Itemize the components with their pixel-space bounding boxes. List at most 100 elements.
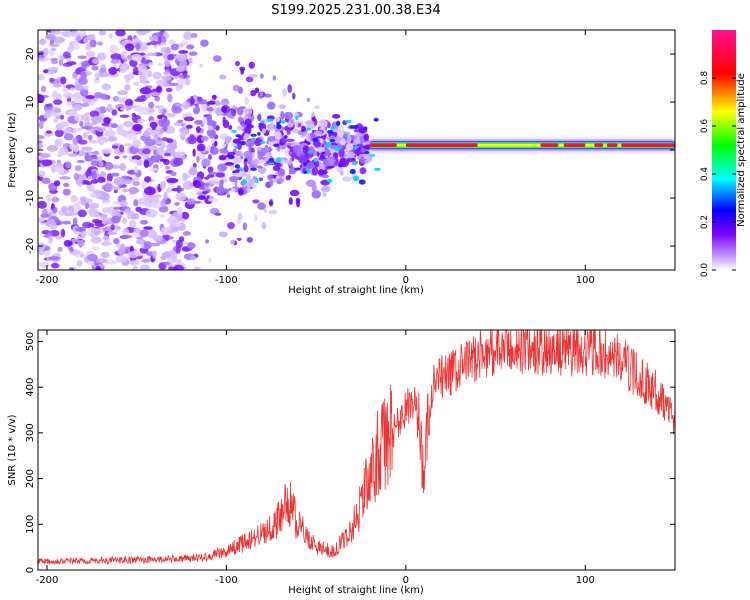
spectrogram-blob: [274, 131, 282, 140]
spectrogram-blob: [189, 166, 198, 176]
spectrogram-blob: [91, 170, 97, 180]
spectrogram-blob: [286, 130, 291, 135]
spectrogram-blob: [146, 52, 158, 57]
spectrogram-blob: [208, 171, 217, 176]
spectrogram-blob: [39, 38, 47, 46]
spectrogram-blob: [311, 111, 315, 118]
spectrogram-blob: [373, 167, 381, 171]
spectrogram-blob: [141, 259, 151, 263]
spectrogram-blob: [200, 123, 205, 127]
spectrogram-blob: [251, 158, 260, 165]
snr-xtick-label: -200: [36, 575, 59, 586]
signal-core-segment: [405, 143, 478, 147]
spectrogram-blob: [102, 235, 109, 240]
spectrogram-blob: [88, 139, 100, 144]
spectrogram-blob: [250, 133, 257, 137]
spectrogram-blob: [61, 220, 72, 225]
spectrogram-blob: [229, 175, 238, 183]
spectrogram-blob: [230, 129, 237, 133]
spectrogram-blob: [125, 75, 131, 84]
spectrogram-blob: [38, 216, 45, 223]
spectrogram-blob: [50, 30, 62, 35]
spectrogram-blob: [205, 239, 210, 244]
spectrogram-blob: [193, 200, 201, 204]
spectrogram-blob: [283, 111, 294, 120]
spectrogram-xtick-label: -200: [36, 275, 59, 286]
spectrogram-blob: [353, 149, 360, 154]
spectrogram-blob: [297, 130, 303, 135]
spectrogram-blob: [99, 136, 110, 143]
spectrogram-blob: [201, 104, 207, 113]
spectrogram-blob: [330, 126, 336, 130]
spectrogram-blob: [215, 172, 225, 178]
spectrogram-blob: [188, 51, 198, 56]
spectrogram-blob: [62, 30, 73, 37]
spectrogram-blob: [140, 75, 148, 84]
spectrogram-blob: [144, 202, 154, 208]
spectrogram-blob: [129, 260, 140, 266]
spectrogram-blob: [100, 251, 110, 259]
spectrogram-blob: [72, 137, 79, 146]
snr-panel: -200 -100 0 100 0 100 200 300 400 500 Height of s…: [7, 329, 676, 596]
spectrogram-blob: [292, 128, 299, 134]
spectrogram-blob: [90, 115, 103, 124]
spectrogram-blob: [329, 138, 336, 143]
spectrogram-blob: [46, 194, 51, 202]
spectrogram-blob: [289, 189, 300, 197]
spectrogram-blob: [240, 68, 244, 75]
spectrogram-ylabel: Frequency (Hz): [7, 112, 18, 188]
spectrogram-blob: [346, 157, 356, 162]
spectrogram-blob: [208, 130, 216, 139]
spectrogram-blob: [259, 91, 263, 97]
spectrogram-blob: [95, 127, 107, 132]
spectrogram-blob: [211, 138, 216, 144]
spectrogram-blob: [82, 98, 92, 104]
spectrogram-blob: [119, 114, 130, 118]
spectrogram-blob: [239, 168, 244, 172]
spectrogram-blob: [186, 198, 196, 205]
spectrogram-blob: [124, 43, 135, 52]
spectrogram-blob: [63, 133, 74, 141]
spectrogram-ytick-label: 0: [25, 147, 36, 153]
spectrogram-blob: [38, 57, 45, 62]
spectrogram-blob: [106, 231, 117, 235]
spectrogram-blob: [248, 143, 252, 153]
spectrogram-blob: [267, 174, 274, 180]
spectrogram-blob: [110, 224, 115, 231]
spectrogram-blob: [100, 213, 108, 220]
spectrogram-blob: [112, 186, 121, 191]
spectrogram-blob: [313, 130, 323, 136]
spectrogram-blob: [263, 208, 267, 213]
spectrogram-blob: [63, 239, 73, 247]
spectrogram-blob: [170, 43, 179, 51]
snr-ytick-label: 200: [25, 469, 36, 488]
spectrogram-blob: [238, 170, 242, 178]
spectrogram-blob: [164, 165, 171, 170]
spectrogram-blob: [133, 81, 140, 87]
spectrogram-blob: [336, 120, 341, 127]
spectrogram-blob: [160, 75, 172, 82]
spectrogram-blob: [273, 143, 280, 148]
signal-core-segment: [606, 143, 618, 147]
spectrogram-blob: [232, 170, 237, 174]
spectrogram-blob: [98, 30, 107, 36]
spectrogram-blob: [91, 65, 99, 71]
spectrogram-blob: [69, 246, 74, 253]
spectrogram-blob: [132, 139, 141, 149]
spectrogram-blob: [175, 65, 186, 73]
spectrogram-blob: [94, 229, 100, 236]
spectrogram-blob: [286, 138, 295, 143]
spectrogram-blob: [120, 51, 128, 60]
spectrogram-blob: [117, 97, 128, 104]
spectrogram-blob: [40, 85, 47, 93]
spectrogram-blob: [163, 152, 171, 157]
spectrogram-blob: [152, 234, 164, 242]
spectrogram-blob: [267, 135, 276, 142]
spectrogram-blob: [231, 107, 237, 117]
spectrogram-blob: [38, 74, 45, 81]
spectrogram-blob: [245, 76, 254, 83]
spectrogram-blob: [285, 175, 291, 181]
spectrogram-blob: [189, 182, 195, 188]
spectrogram-blob: [74, 165, 82, 172]
spectrogram-blob: [273, 116, 281, 123]
